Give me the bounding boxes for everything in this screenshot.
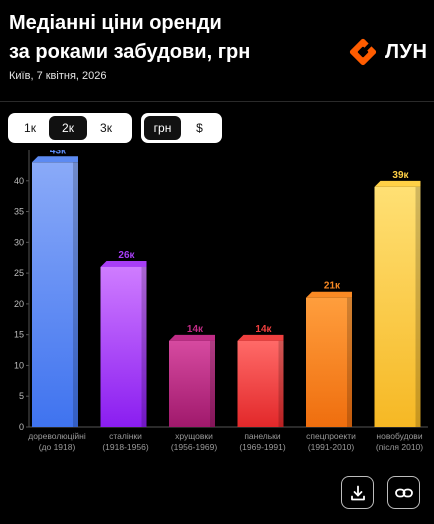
chart-title-line-2: за роками забудови, грн — [9, 41, 251, 63]
rooms-toggle: 1к 2к 3к — [8, 113, 132, 143]
y-tick-label: 10 — [14, 360, 24, 370]
bar-top — [306, 291, 352, 298]
bar-side — [141, 266, 147, 427]
bar-value-label: 14к — [187, 324, 204, 335]
bar-top — [237, 334, 284, 341]
bar-value-label: 26к — [118, 250, 135, 261]
y-tick-label: 40 — [14, 176, 24, 186]
lun-logo-text: ЛУН — [385, 40, 428, 63]
bar-value-label: 43к — [50, 150, 67, 156]
bar-value-label: 39к — [392, 170, 409, 181]
bar — [237, 340, 284, 427]
bar-side — [210, 340, 215, 427]
header: Медіанні ціни оренди за роками забудови,… — [0, 0, 434, 102]
rooms-option-1k[interactable]: 1к — [24, 121, 36, 135]
bar-top — [100, 260, 147, 267]
bar-top — [169, 334, 215, 341]
bar — [100, 266, 147, 427]
bar-side — [347, 297, 352, 427]
x-tick-sublabel: (1991-2010) — [308, 442, 354, 452]
chart-title: Медіанні ціни оренди за роками забудови,… — [9, 9, 329, 67]
y-tick-label: 0 — [19, 422, 24, 432]
y-tick-label: 25 — [14, 268, 24, 278]
bar — [374, 186, 421, 427]
bar-chart: 0 5 10 15 20 25 30 35 40 43к дореволюційні(до 1918… — [14, 150, 428, 452]
x-tick-sublabel: (1956-1969) — [171, 442, 217, 452]
currency-option-usd[interactable]: $ — [196, 121, 203, 135]
copy-link-button[interactable] — [387, 476, 420, 509]
x-tick-sublabel: (до 1918) — [39, 442, 76, 452]
y-tick-label: 5 — [19, 391, 24, 401]
x-tick-sublabel: (1918-1956) — [102, 442, 148, 452]
x-tick-label: хрущовки — [175, 431, 213, 441]
y-tick-label: 30 — [14, 237, 24, 247]
y-tick-label: 15 — [14, 330, 24, 340]
download-button[interactable] — [341, 476, 374, 509]
bar-side — [73, 162, 78, 428]
x-tick-label: спецпроекти — [306, 431, 356, 441]
bar — [169, 340, 215, 427]
chart-subtitle: Київ, 7 квітня, 2026 — [9, 70, 107, 82]
y-tick-label: 35 — [14, 207, 24, 217]
bar-side — [415, 186, 421, 427]
y-tick-label: 20 — [14, 299, 24, 309]
bar-side — [278, 340, 284, 427]
download-icon — [350, 485, 365, 500]
bar-value-label: 21к — [324, 281, 341, 292]
bar — [306, 297, 352, 427]
currency-option-uah[interactable]: грн — [144, 116, 181, 140]
x-tick-label: дореволюційні — [28, 431, 86, 441]
lun-logo-icon — [349, 38, 377, 66]
x-tick-sublabel: (після 2010) — [376, 442, 423, 452]
rooms-option-3k[interactable]: 3к — [100, 121, 112, 135]
rooms-option-2k[interactable]: 2к — [49, 116, 87, 140]
link-icon — [394, 488, 413, 497]
chart-title-line-1: Медіанні ціни оренди — [9, 12, 222, 34]
bar-top — [32, 156, 78, 163]
bar-value-label: 14к — [255, 324, 272, 335]
lun-logo[interactable]: ЛУН — [348, 37, 427, 67]
x-tick-label: сталінки — [109, 431, 142, 441]
x-tick-label: новобудови — [376, 431, 422, 441]
currency-toggle: грн $ — [141, 113, 222, 143]
bar-top — [374, 180, 421, 187]
x-tick-label: панельки — [244, 431, 281, 441]
x-tick-sublabel: (1969-1991) — [239, 442, 285, 452]
bar — [32, 162, 78, 428]
